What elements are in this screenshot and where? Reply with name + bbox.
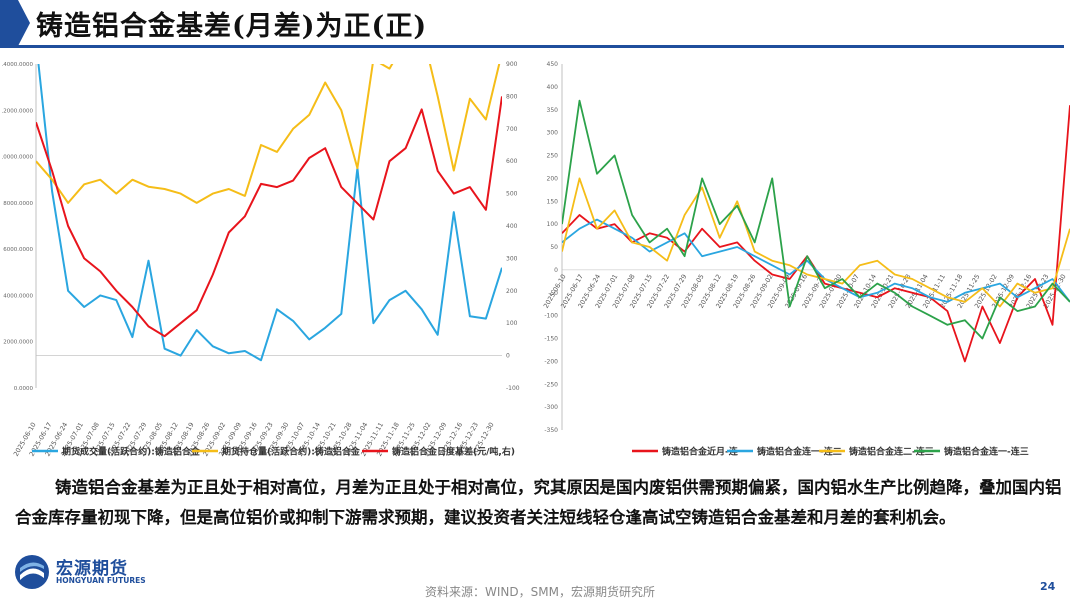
- title-divider: [0, 45, 1064, 48]
- right-y-tick-label: 500: [506, 191, 518, 198]
- y-tick-label: 50: [550, 244, 558, 251]
- legend-label: 铸造铝合金连二-连三: [849, 446, 934, 458]
- y-tick-label: -200: [544, 358, 558, 365]
- left-y-tick-label: 12000.0000: [2, 108, 33, 114]
- series-line: [562, 177, 1070, 308]
- series-line: [36, 64, 501, 204]
- page-number: 24: [1040, 580, 1056, 593]
- y-tick-label: -150: [544, 336, 558, 343]
- series-line: [37, 64, 502, 362]
- y-tick-label: 200: [547, 175, 559, 182]
- right-y-tick-label: 100: [506, 320, 518, 327]
- legend-label: 铸造铝合金近月-连一: [662, 446, 747, 458]
- y-tick-label: 150: [547, 198, 559, 205]
- logo-chinese-name: 宏源期货: [56, 559, 128, 579]
- series-line: [562, 105, 1070, 363]
- chart-basis-volume-oi: 0.0000 2000.0000 4000.0000 6000.0000 8000.00…: [0, 56, 522, 466]
- right-y-tick-label: 400: [506, 223, 518, 230]
- right-y-tick-label: -100: [506, 385, 520, 392]
- y-tick-label: 0: [554, 267, 558, 274]
- series-line: [562, 218, 1070, 303]
- left-y-tick-label: 14000.0000: [2, 62, 33, 68]
- legend-label: 铸造铝合金连一-连三: [944, 446, 1029, 458]
- title-tab-shape: [0, 0, 30, 46]
- left-y-tick-label: 8000.0000: [3, 201, 33, 207]
- chart-left-svg: 0.0000 2000.0000 4000.0000 6000.0000 8000.00…: [0, 61, 520, 458]
- right-y-tick-label: 0: [506, 353, 510, 360]
- page-title: 铸造铝合金基差(月差)为正(正): [36, 11, 428, 42]
- y-tick-label: 300: [547, 130, 559, 137]
- right-y-tick-label: 600: [506, 158, 518, 165]
- left-y-tick-label: 10000.0000: [2, 155, 33, 161]
- logo-english-name: HONGYUAN FUTURES: [56, 576, 146, 585]
- right-y-tick-label: 800: [506, 93, 518, 100]
- legend-label: 铸造铝合金连一-连二: [757, 446, 842, 458]
- left-y-tick-label: 0.0000: [14, 386, 34, 392]
- chart-month-spreads: -350 -300 -250 -200 -150 -100 -50 0 50 100 150 200 2…: [540, 56, 1074, 466]
- y-tick-label: -300: [544, 404, 558, 411]
- series-line: [562, 99, 1070, 340]
- y-tick-label: 100: [547, 221, 559, 228]
- y-tick-label: -50: [548, 290, 558, 297]
- right-y-tick-label: 300: [506, 255, 518, 262]
- left-y-tick-label: 2000.0000: [3, 340, 33, 346]
- series-line: [36, 96, 502, 338]
- chart-right-svg: -350 -300 -250 -200 -150 -100 -50 0 50 100 150 200 2…: [542, 61, 1070, 458]
- legend-label: 期货持仓量(活跃合约):铸造铝合金: [222, 446, 361, 458]
- y-tick-label: 450: [547, 61, 559, 68]
- legend-label: 期货成交量(活跃合约):铸造铝合金: [62, 446, 201, 458]
- title-bar: 铸造铝合金基差(月差)为正(正): [0, 0, 1080, 48]
- legend-label: 铸造铝合金日度基差(元/吨,右): [392, 446, 515, 458]
- y-tick-label: -250: [544, 381, 558, 388]
- company-logo: 宏源期货 HONGYUAN FUTURES: [12, 552, 152, 592]
- y-tick-label: 250: [547, 153, 559, 160]
- left-y-tick-label: 4000.0000: [3, 293, 33, 299]
- y-tick-label: -350: [544, 427, 558, 434]
- source-note: 资料来源：WIND，SMM，宏源期货研究所: [425, 585, 655, 599]
- y-tick-label: 400: [547, 84, 559, 91]
- y-tick-label: -100: [544, 313, 558, 320]
- right-y-tick-label: 200: [506, 288, 518, 295]
- left-y-tick-label: 6000.0000: [3, 247, 33, 253]
- right-y-tick-label: 700: [506, 126, 518, 133]
- summary-paragraph: 铸造铝合金基差为正且处于相对高位，月差为正且处于相对高位，究其原因是国内废铝供需…: [15, 478, 1062, 527]
- right-y-tick-label: 900: [506, 61, 518, 68]
- logo-mark-icon: [15, 555, 49, 589]
- y-tick-label: 350: [547, 107, 559, 114]
